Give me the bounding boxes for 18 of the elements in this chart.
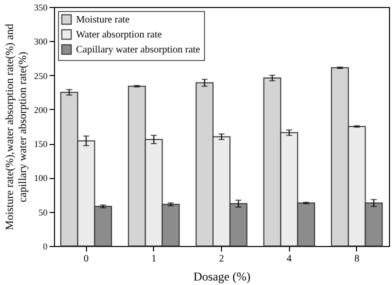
x-tick-label: 0 bbox=[84, 254, 89, 264]
y-tick-label: 100 bbox=[34, 173, 48, 184]
x-axis-title: Dosage (%) bbox=[194, 270, 250, 284]
x-tick-label: 1 bbox=[151, 254, 156, 264]
y-tick-label: 200 bbox=[34, 104, 48, 115]
legend-label: Moisture rate bbox=[76, 14, 130, 26]
y-tick-label: 0 bbox=[43, 242, 48, 252]
x-tick-label: 8 bbox=[354, 254, 360, 264]
y-tick-label: 300 bbox=[34, 36, 48, 47]
y-tick-label: 150 bbox=[34, 139, 48, 150]
y-tick-label: 50 bbox=[38, 207, 48, 218]
y-tick-label: 250 bbox=[34, 70, 48, 81]
x-tick-label: 2 bbox=[219, 254, 224, 264]
x-tick-label: 4 bbox=[286, 254, 292, 264]
y-axis-title: Moisture rate(%),water absorption rate(%) and capillary water absorption rate(%) bbox=[4, 23, 29, 230]
legend-label: Water absorption rate bbox=[76, 30, 162, 40]
legend-label: Capillary water absorption rate bbox=[76, 44, 201, 56]
y-tick-label: 350 bbox=[34, 2, 48, 12]
